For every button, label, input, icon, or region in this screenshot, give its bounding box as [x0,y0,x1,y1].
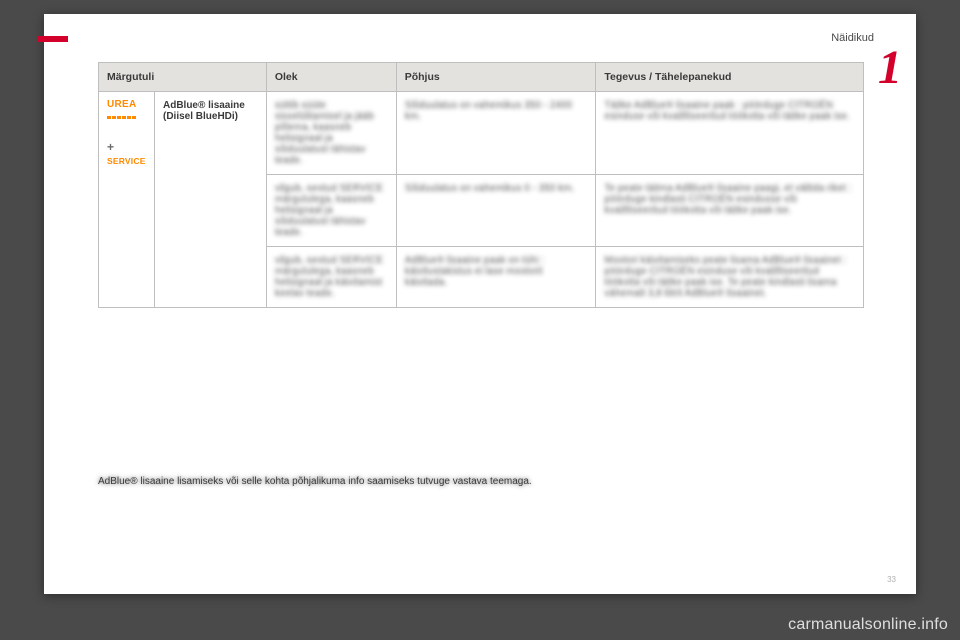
service-icon-label: SERVICE [107,156,146,166]
chapter-number: 1 [878,44,902,92]
cell-action: Täitke AdBlue® lisaaine paak : pöörduge … [596,92,864,175]
indicator-icon-cell: UREA + SERVICE [99,92,155,308]
indicator-sub-label: AdBlue® lisaaine (Diisel BlueHDi) [154,92,266,308]
cell-state: vilgub, seotud SERVICE märgutulega, kaas… [266,175,396,247]
cell-cause: Sõiduulatus on vahemikus 0 - 350 km. [396,175,596,247]
footnote: AdBlue® lisaaine lisamiseks või selle ko… [98,476,864,487]
urea-icon-label: UREA [107,100,141,110]
th-indicator: Märgutuli [99,63,267,92]
accent-red-tab [38,36,68,42]
cell-cause: AdBlue® lisaaine paak on tühi : käivitus… [396,247,596,308]
table-row: UREA + SERVICE AdBlue® lisaaine (Diisel … [99,92,864,175]
warning-lights-table: Märgutuli Olek Põhjus Tegevus / Tähelepa… [98,62,864,308]
page-number: 33 [887,575,896,584]
watermark: carmanualsonline.info [788,616,948,634]
cell-state: süttib süüte sisselülitamisel ja jääb põ… [266,92,396,175]
cell-action: Mootori käivitamiseks peate lisama AdBlu… [596,247,864,308]
th-state: Olek [266,63,396,92]
manual-page: Näidikud 1 Märgutuli Olek Põhjus Tegevus… [44,14,916,594]
th-action: Tegevus / Tähelepanekud [596,63,864,92]
table-header-row: Märgutuli Olek Põhjus Tegevus / Tähelepa… [99,63,864,92]
cell-cause: Sõiduulatus on vahemikus 350 - 2400 km. [396,92,596,175]
th-cause: Põhjus [396,63,596,92]
urea-icon: UREA [107,100,141,114]
cell-action: Te peate täitma AdBlue® lisaaine paagi, … [596,175,864,247]
section-header: Näidikud [831,32,874,44]
plus-icon: + [107,140,146,154]
urea-icon-underline [107,111,141,114]
cell-state: vilgub, seotud SERVICE märgutulega, kaas… [266,247,396,308]
